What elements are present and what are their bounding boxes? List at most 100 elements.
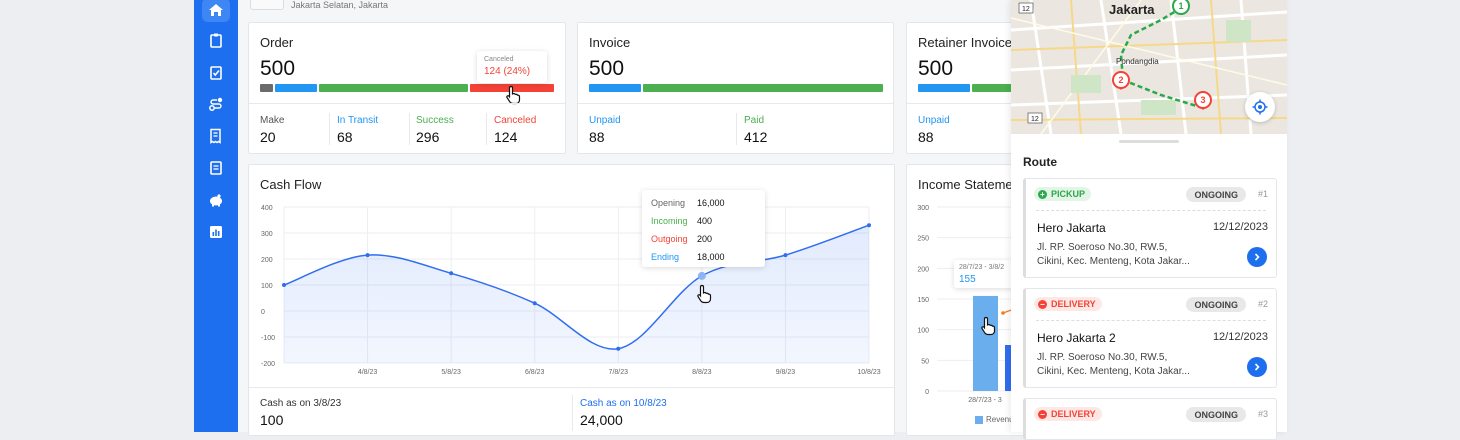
- route-address-line1: Jl. RP. Soeroso No.30, RW.5,: [1037, 352, 1168, 363]
- cash-flow-chart[interactable]: 400 300 200 100 0 -100 -200 4/8/23 5/8/23 6/8/23…: [249, 165, 894, 385]
- cash-tooltip-value: 16,000: [697, 198, 725, 208]
- order-title: Order: [260, 35, 294, 50]
- route-card[interactable]: − DELIVERY ONGOING #3: [1023, 398, 1277, 440]
- cash-tooltip-value: 400: [697, 216, 713, 226]
- invoice-divider: [578, 103, 893, 104]
- route-marker-1[interactable]: 1: [1172, 0, 1190, 15]
- panel-drag-handle[interactable]: [1119, 140, 1179, 143]
- cash-flow-tooltip: Opening 16,000 Incoming 400 Outgoing 200 Endin…: [642, 190, 765, 267]
- route-card[interactable]: + PICKUP ONGOING #1 Hero Jakarta 12/12/2…: [1023, 178, 1277, 278]
- route-map[interactable]: Jakarta Pondangdia 12 12 1 2 3: [1011, 0, 1287, 134]
- data-point[interactable]: [282, 283, 286, 287]
- pickup-badge: + PICKUP: [1034, 187, 1092, 201]
- x-tick-label: 6/8/23: [525, 369, 545, 376]
- cash-end-label: Cash as on 10/8/23: [580, 398, 667, 409]
- order-stat-make-value: 20: [260, 129, 276, 145]
- locate-button[interactable]: [1245, 92, 1275, 122]
- route-marker-2[interactable]: 2: [1112, 71, 1130, 90]
- x-tick-label: 4/8/23: [358, 369, 378, 376]
- delivery-badge: − DELIVERY: [1034, 297, 1102, 311]
- retainer-title: Retainer Invoice: [918, 35, 1012, 50]
- route-number: #2: [1257, 299, 1268, 309]
- invoice-stat-unpaid-label: Unpaid: [589, 115, 621, 126]
- data-point[interactable]: [616, 346, 621, 351]
- invoice-icon[interactable]: [202, 156, 230, 180]
- income-legend-label: Revenu: [986, 415, 1014, 424]
- route-open-button[interactable]: [1247, 247, 1267, 267]
- y-tick-label: -200: [261, 361, 275, 368]
- chevron-right-icon: [1254, 253, 1260, 261]
- order-bar-transit[interactable]: [275, 84, 317, 92]
- income-title: Income Stateme: [918, 177, 1013, 192]
- retainer-bar-unpaid[interactable]: [918, 84, 970, 92]
- data-point[interactable]: [697, 271, 706, 280]
- report-icon[interactable]: [202, 220, 230, 244]
- y-tick-label: 300: [917, 205, 929, 212]
- x-tick-label: 9/8/23: [776, 369, 796, 376]
- order-bar-make[interactable]: [260, 84, 273, 92]
- order-stat-sep: [329, 113, 330, 145]
- data-point[interactable]: [783, 253, 788, 258]
- status-badge: ONGOING: [1186, 407, 1246, 422]
- data-point[interactable]: [532, 301, 537, 306]
- invoice-stat-unpaid-value: 88: [589, 129, 605, 145]
- order-tooltip-value: 124 (24%): [484, 66, 531, 77]
- route-date: 12/12/2023: [1212, 331, 1268, 343]
- main-content: Jakarta Selatan, Jakarta Order 500 Cance…: [238, 0, 1052, 436]
- retainer-stat-unpaid-label: Unpaid: [918, 115, 950, 126]
- order-tooltip: Canceled 124 (24%): [477, 51, 547, 83]
- route-open-button[interactable]: [1247, 357, 1267, 377]
- cash-flow-card: Cash Flow 400 300 200 100 0 -100 -200 4/8/23 5/…: [248, 164, 895, 436]
- clipboard-icon[interactable]: [202, 28, 230, 52]
- route-name: Hero Jakarta: [1037, 221, 1106, 235]
- sidebar: [194, 0, 238, 432]
- route-marker-2-label: 2: [1118, 75, 1123, 85]
- route-type-label: PICKUP: [1051, 189, 1086, 199]
- delivery-badge: − DELIVERY: [1034, 407, 1102, 421]
- income-bar[interactable]: [973, 295, 998, 391]
- income-tooltip-label: 28/7/23 - 3/8/2: [959, 264, 1005, 271]
- y-tick-label: 400: [261, 205, 273, 212]
- order-bar-success[interactable]: [319, 84, 468, 92]
- y-tick-label: 250: [917, 236, 929, 243]
- route-type-label: DELIVERY: [1051, 409, 1096, 419]
- invoice-bar-unpaid[interactable]: [589, 84, 641, 92]
- home-icon[interactable]: [202, 0, 230, 22]
- order-stat-canceled-label: Canceled: [494, 115, 537, 126]
- invoice-card[interactable]: Invoice 500 Unpaid 88 Paid 412: [577, 22, 894, 154]
- route-icon[interactable]: [202, 92, 230, 116]
- route-card-divider: [1036, 210, 1266, 211]
- order-stat-make-label: Make: [260, 115, 285, 126]
- data-point[interactable]: [365, 253, 370, 258]
- piggy-bank-icon[interactable]: [202, 188, 230, 212]
- route-address: Jl. RP. Soeroso No.30, RW.5, Cikini, Kec.…: [1037, 351, 1217, 379]
- hand-cursor-icon: [980, 316, 998, 341]
- cash-tooltip-label: Outgoing: [651, 234, 688, 244]
- income-tooltip-value: 155: [959, 274, 976, 285]
- order-stat-sep: [409, 113, 410, 145]
- order-stat-transit-value: 68: [337, 129, 353, 145]
- cash-start-value: 100: [260, 412, 284, 428]
- data-point[interactable]: [867, 223, 871, 228]
- plus-icon: +: [1038, 189, 1047, 199]
- route-marker-3[interactable]: 3: [1194, 91, 1212, 110]
- income-line-point: [1001, 311, 1005, 315]
- data-point[interactable]: [449, 271, 454, 276]
- order-card[interactable]: Order 500 Canceled 124 (24%) Make 20 In …: [248, 22, 566, 154]
- header-address: Jakarta Selatan, Jakarta: [291, 0, 389, 10]
- receipt-icon[interactable]: [202, 124, 230, 148]
- route-card-divider: [1036, 320, 1266, 321]
- cash-flow-footer-divider: [249, 387, 894, 388]
- route-number: #1: [1257, 189, 1268, 199]
- route-card[interactable]: − DELIVERY ONGOING #2 Hero Jakarta 2 12/…: [1023, 288, 1277, 388]
- income-bar[interactable]: [1005, 345, 1015, 391]
- cash-flow-title: Cash Flow: [260, 177, 322, 192]
- y-tick-label: -100: [261, 335, 275, 342]
- route-address-line2: Cikini, Kec. Menteng, Kota Jakar...: [1037, 256, 1190, 267]
- invoice-bar-paid[interactable]: [643, 84, 883, 92]
- route-address: Jl. RP. Soeroso No.30, RW.5, Cikini, Kec.…: [1037, 241, 1217, 269]
- income-x-label: 28/7/23 - 3: [968, 397, 1002, 404]
- hand-cursor-icon: [505, 85, 523, 110]
- clipboard-check-icon[interactable]: [202, 60, 230, 84]
- hand-cursor-icon: [696, 284, 714, 309]
